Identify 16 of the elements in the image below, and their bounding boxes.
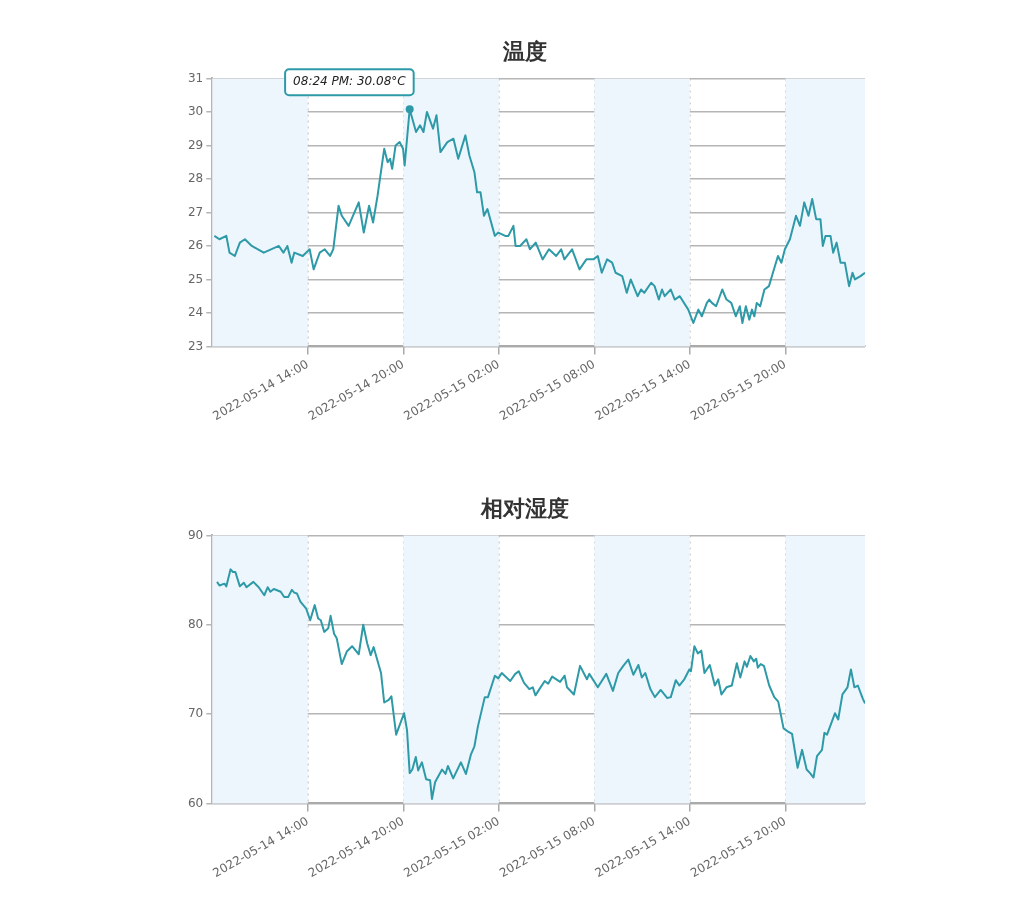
y-tick-label: 60 bbox=[187, 795, 204, 810]
y-tick-label: 28 bbox=[187, 171, 204, 186]
y-tick-label: 26 bbox=[187, 238, 204, 253]
y-tick-label: 31 bbox=[187, 70, 204, 85]
y-tick-label: 90 bbox=[187, 527, 204, 542]
y-tick-label: 25 bbox=[187, 271, 204, 286]
y-tick-label: 24 bbox=[187, 305, 204, 320]
y-tick-label: 29 bbox=[187, 137, 204, 152]
chart-title: 温度 bbox=[502, 38, 547, 64]
chart-title: 相对湿度 bbox=[480, 495, 569, 521]
y-tick-label: 30 bbox=[187, 104, 204, 119]
annotation: 08:24 PM: 30.08°C bbox=[293, 74, 407, 89]
y-tick-label: 27 bbox=[187, 204, 204, 219]
y-tick-label: 80 bbox=[187, 616, 204, 631]
y-tick-label: 23 bbox=[187, 338, 204, 353]
y-tick-label: 70 bbox=[187, 706, 204, 721]
